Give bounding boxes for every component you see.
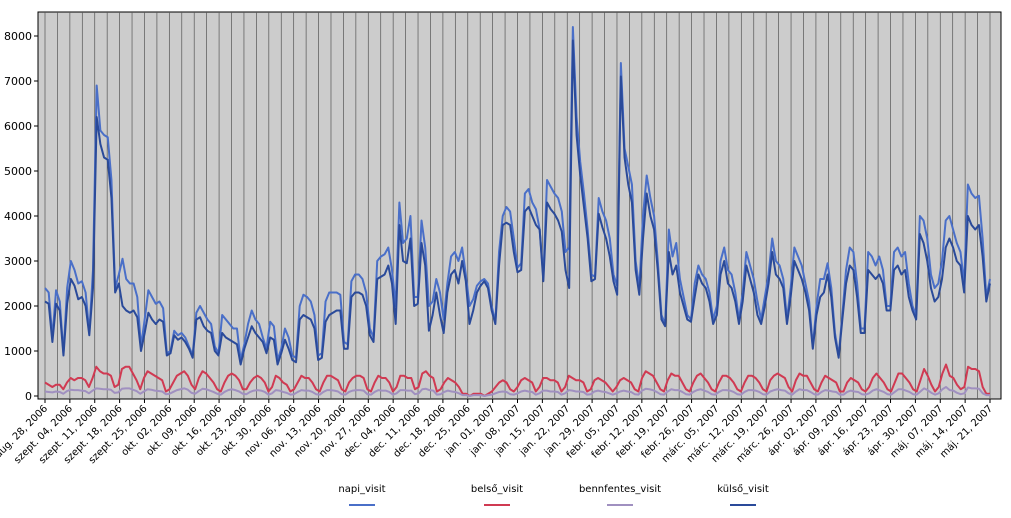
y-axis-ticks: 0 1000 2000 3000 4000 5000 6000 7000 8000 (4, 30, 38, 403)
vertical-gridlines (44, 12, 991, 399)
legend-label: külső_visit (717, 483, 769, 495)
plot-background (37, 11, 1002, 400)
y-tick-label: 3000 (4, 255, 32, 268)
y-tick-label: 7000 (4, 75, 32, 88)
y-tick-label: 8000 (4, 30, 32, 43)
series-lines (44, 26, 991, 397)
legend-label: bennfentes_visit (579, 484, 661, 495)
legend: napi_visit belső_visit bennfentes_visit kül… (338, 483, 769, 506)
series-line-külső_visit (44, 39, 991, 366)
y-tick-label: 4000 (4, 210, 32, 223)
y-tick-label: 1000 (4, 345, 32, 358)
series-line-belső_visit (44, 363, 990, 397)
y-tick-label: 5000 (4, 165, 32, 178)
y-tick-label: 0 (25, 390, 32, 403)
y-tick-label: 6000 (4, 120, 32, 133)
legend-label: napi_visit (338, 484, 385, 495)
y-tick-label: 2000 (4, 300, 32, 313)
series-line-bennfentes_visit (44, 386, 990, 397)
legend-label: belső_visit (471, 483, 523, 495)
